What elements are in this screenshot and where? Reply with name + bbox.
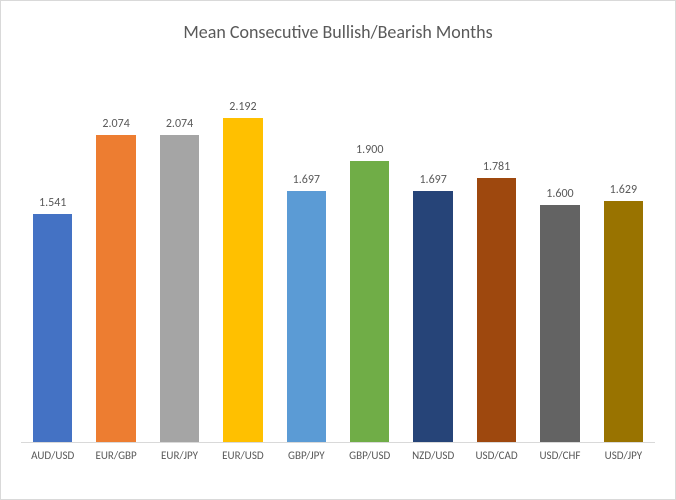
bar-slot: 1.541 [21, 53, 84, 442]
bar-slot: 1.900 [338, 53, 401, 442]
bar-value-label: 2.074 [102, 117, 129, 131]
bar-eur-jpy [160, 135, 199, 442]
bar-usd-jpy [604, 201, 643, 442]
bar-slot: 1.697 [401, 53, 464, 442]
bar-slot: 2.074 [84, 53, 147, 442]
x-label: NZD/USD [401, 449, 464, 462]
bar-slot: 1.697 [275, 53, 338, 442]
x-label: EUR/JPY [148, 449, 211, 462]
bar-value-label: 1.541 [39, 196, 66, 210]
bar-aud-usd [33, 214, 72, 442]
bar-gbp-jpy [287, 191, 326, 442]
x-label: AUD/USD [21, 449, 84, 462]
x-label: USD/CAD [465, 449, 528, 462]
bars-row: 1.541 2.074 2.074 2.192 1.697 1.900 [21, 53, 655, 442]
bar-value-label: 2.074 [166, 117, 193, 131]
bar-slot: 2.192 [211, 53, 274, 442]
bar-value-label: 1.697 [293, 173, 320, 187]
bar-eur-usd [223, 118, 262, 442]
x-label: EUR/GBP [84, 449, 147, 462]
chart-title: Mean Consecutive Bullish/Bearish Months [21, 21, 655, 43]
x-label: GBP/USD [338, 449, 401, 462]
bar-slot: 1.781 [465, 53, 528, 442]
x-label: USD/CHF [528, 449, 591, 462]
x-label: EUR/USD [211, 449, 274, 462]
x-label: GBP/JPY [275, 449, 338, 462]
bar-value-label: 2.192 [229, 100, 256, 114]
bar-eur-gbp [96, 135, 135, 442]
bar-value-label: 1.900 [356, 143, 383, 157]
bar-value-label: 1.600 [546, 187, 573, 201]
x-label: USD/JPY [592, 449, 655, 462]
bar-gbp-usd [350, 161, 389, 442]
bar-slot: 1.600 [528, 53, 591, 442]
bar-value-label: 1.697 [419, 173, 446, 187]
bar-usd-cad [477, 178, 516, 442]
bar-usd-chf [540, 205, 579, 442]
bar-nzd-usd [413, 191, 452, 442]
bar-slot: 1.629 [592, 53, 655, 442]
bar-value-label: 1.781 [483, 160, 510, 174]
chart-container: Mean Consecutive Bullish/Bearish Months … [0, 0, 676, 500]
plot-area: 1.541 2.074 2.074 2.192 1.697 1.900 [21, 53, 655, 443]
bar-slot: 2.074 [148, 53, 211, 442]
bar-value-label: 1.629 [610, 183, 637, 197]
x-axis-labels: AUD/USD EUR/GBP EUR/JPY EUR/USD GBP/JPY … [21, 449, 655, 462]
